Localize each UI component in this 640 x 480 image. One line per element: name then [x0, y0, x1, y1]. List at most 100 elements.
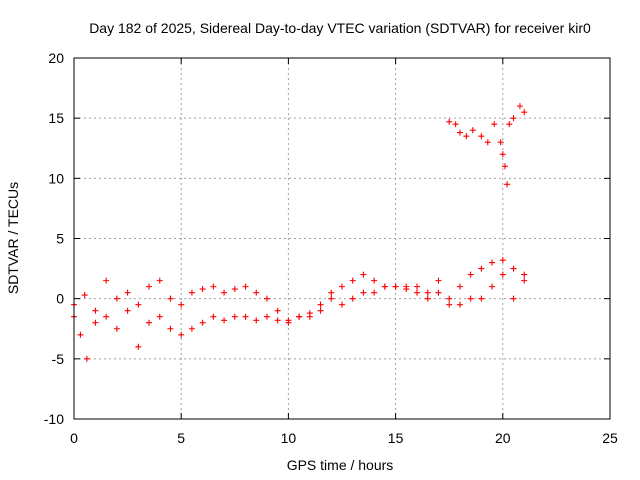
data-point: [221, 317, 228, 324]
data-point: [124, 307, 131, 314]
data-point: [414, 289, 421, 296]
series-high-segment: [446, 103, 528, 188]
data-point: [446, 118, 453, 125]
data-point: [156, 313, 163, 320]
data-point: [516, 103, 523, 110]
chart-title: Day 182 of 2025, Sidereal Day-to-day VTE…: [89, 20, 591, 36]
data-point: [456, 283, 463, 290]
data-point: [491, 121, 498, 128]
data-point: [392, 283, 399, 290]
data-point: [414, 283, 421, 290]
y-tick-label: 20: [48, 50, 64, 66]
data-point: [521, 109, 528, 116]
data-point: [489, 259, 496, 266]
y-tick-label: 15: [48, 110, 64, 126]
data-point: [501, 163, 508, 170]
x-tick-label: 15: [388, 430, 404, 446]
data-point: [188, 289, 195, 296]
data-point: [463, 133, 470, 140]
x-tick-label: 0: [70, 430, 78, 446]
x-tick-label: 20: [495, 430, 511, 446]
data-point: [231, 313, 238, 320]
data-point: [92, 307, 99, 314]
data-point: [113, 295, 120, 302]
data-point: [81, 292, 88, 299]
data-point: [504, 181, 511, 188]
y-tick-label: 0: [56, 291, 64, 307]
data-point: [210, 313, 217, 320]
data-point: [339, 301, 345, 308]
data-point: [135, 301, 142, 308]
data-point: [210, 283, 217, 290]
data-point: [467, 295, 474, 302]
data-point: [521, 277, 528, 284]
data-point: [424, 289, 431, 296]
data-point: [446, 301, 453, 308]
data-point: [274, 317, 281, 324]
data-point: [328, 295, 335, 302]
data-point: [424, 295, 431, 302]
y-tick-label: -5: [52, 351, 65, 367]
data-point: [199, 286, 206, 293]
data-point: [253, 317, 260, 324]
data-point: [242, 283, 249, 290]
data-point: [221, 289, 228, 296]
data-point: [167, 295, 174, 302]
data-point: [499, 257, 506, 264]
data-point: [484, 139, 491, 146]
data-point: [360, 289, 367, 296]
data-point: [156, 277, 163, 284]
data-point: [371, 289, 378, 296]
series-upper-track: [71, 257, 528, 324]
data-point: [521, 271, 528, 278]
y-tick-label: 5: [56, 231, 64, 247]
data-point: [178, 331, 185, 338]
data-point: [349, 277, 356, 284]
data-point: [124, 289, 131, 296]
data-point: [263, 313, 270, 320]
data-point: [77, 331, 84, 338]
data-point: [456, 129, 463, 136]
data-point: [469, 127, 476, 134]
data-points: [71, 103, 528, 362]
data-point: [446, 295, 453, 302]
data-point: [452, 121, 459, 128]
data-point: [83, 355, 90, 362]
data-point: [499, 271, 506, 278]
data-point: [467, 271, 474, 278]
series-lower-track: [71, 271, 528, 362]
data-point: [371, 277, 378, 284]
data-point: [178, 301, 185, 308]
x-axis-label: GPS time / hours: [287, 457, 394, 473]
data-point: [403, 283, 410, 290]
data-point: [435, 289, 442, 296]
data-point: [328, 289, 335, 296]
data-point: [349, 295, 356, 302]
data-point: [478, 265, 485, 272]
data-point: [103, 277, 110, 284]
data-point: [263, 295, 270, 302]
y-axis-label: SDTVAR / TECUs: [5, 182, 21, 294]
data-point: [146, 319, 153, 326]
data-point: [360, 271, 367, 278]
data-point: [435, 277, 442, 284]
data-point: [506, 121, 513, 128]
grid-lines: [74, 58, 610, 419]
data-point: [306, 313, 313, 320]
data-point: [478, 133, 485, 140]
data-point: [285, 319, 292, 326]
y-tick-label: -10: [44, 411, 64, 427]
data-point: [497, 139, 504, 146]
data-point: [92, 319, 99, 326]
x-tick-label: 25: [602, 430, 618, 446]
data-point: [489, 283, 496, 290]
data-point: [499, 151, 506, 158]
data-point: [381, 283, 388, 290]
data-point: [510, 295, 517, 302]
data-point: [167, 325, 174, 332]
data-point: [317, 301, 324, 308]
plot-frame: [73, 57, 611, 420]
data-point: [253, 289, 260, 296]
